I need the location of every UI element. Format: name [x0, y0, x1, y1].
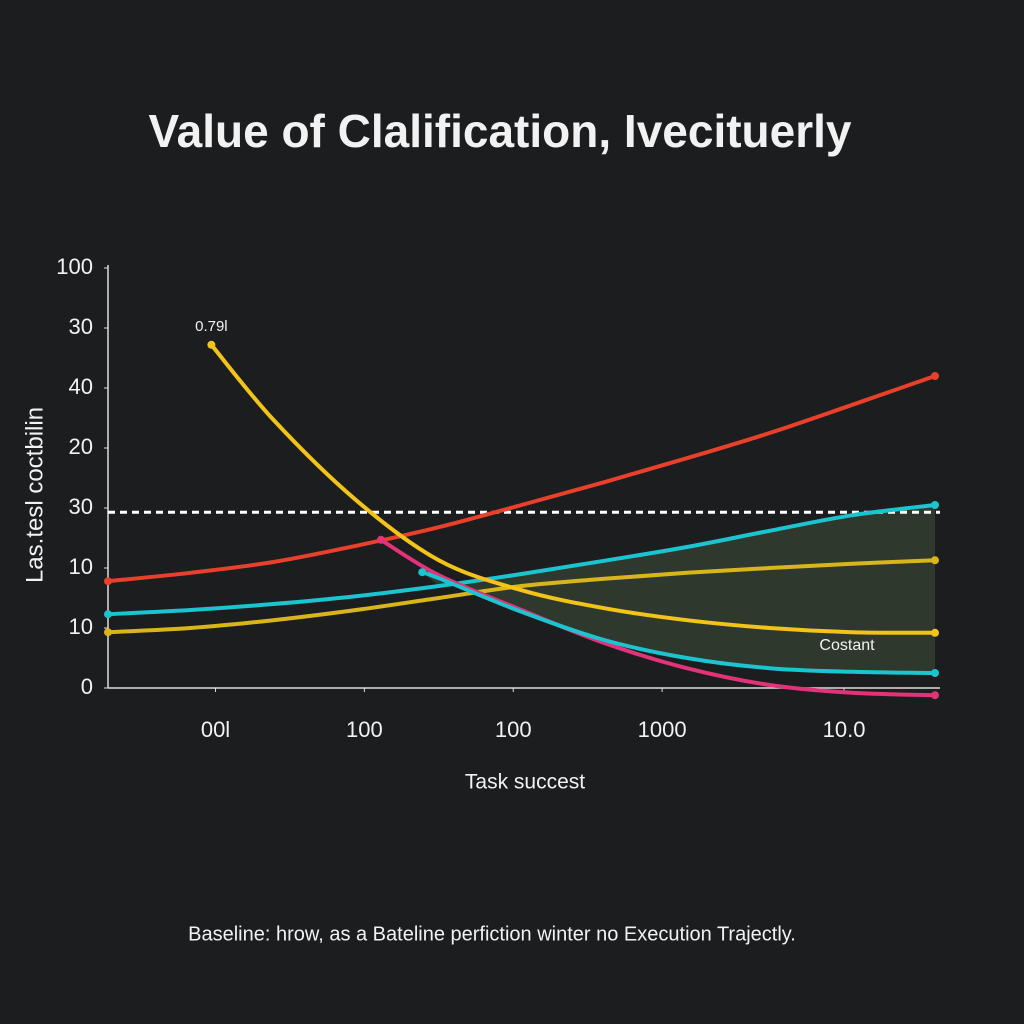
- end-point: [931, 669, 939, 677]
- end-point: [931, 372, 939, 380]
- y-tick-label: 30: [69, 314, 93, 339]
- x-axis-label: Task succest: [465, 771, 585, 794]
- end-point: [207, 340, 216, 349]
- series-line: [106, 558, 937, 635]
- end-point: [104, 577, 112, 586]
- end-point: [931, 501, 939, 509]
- y-tick-label: 40: [69, 374, 93, 399]
- series-line: [106, 503, 937, 617]
- y-tick-label: 100: [56, 254, 93, 279]
- annotation: 0.79l: [195, 318, 228, 335]
- y-tick-label: 10: [69, 614, 93, 639]
- y-tick-label: 20: [69, 434, 93, 459]
- x-tick-label: 100: [495, 717, 532, 742]
- end-point: [931, 556, 939, 565]
- x-tick-label: 100: [346, 717, 383, 742]
- series-line: [106, 374, 937, 584]
- end-point: [931, 691, 939, 700]
- series-line: [420, 570, 937, 675]
- annotation: Costant: [819, 637, 875, 654]
- series-line: [378, 537, 937, 698]
- end-point: [104, 610, 112, 619]
- end-point: [931, 628, 939, 637]
- chart-title: Value of Clalification, Ivecituerly: [148, 105, 851, 157]
- y-tick-label: 0: [81, 674, 93, 699]
- end-point: [418, 568, 427, 577]
- end-point: [104, 628, 112, 637]
- x-tick-label: 1000: [638, 717, 687, 742]
- y-tick-label: 10: [69, 554, 93, 579]
- y-tick-label: 30: [69, 494, 93, 519]
- series-line: [209, 342, 937, 635]
- x-tick-label: 00l: [201, 717, 230, 742]
- y-axis-label: Las.tesl coctbilin: [21, 407, 48, 583]
- end-point: [376, 535, 385, 544]
- footer-note: Baseline: hrow, as a Bateline perfiction…: [188, 923, 796, 945]
- x-tick-label: 10.0: [823, 717, 866, 742]
